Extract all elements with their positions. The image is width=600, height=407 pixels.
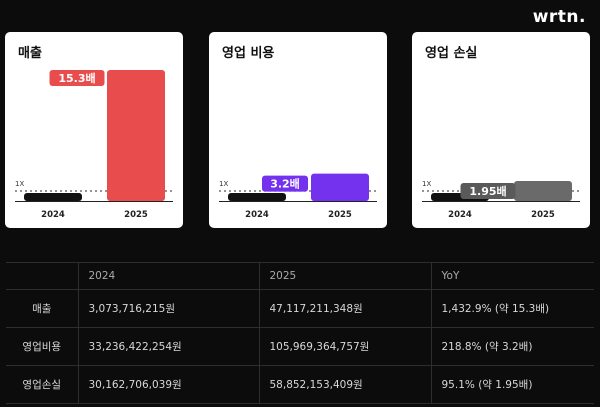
bar-chart: 1X 15.3배 2024 2025 — [15, 70, 175, 220]
baseline-label: 1X — [15, 180, 24, 188]
table-cell: 33,236,422,254원 — [77, 327, 259, 366]
loss-chart-card: 영업 손실 1X 1.95배 2024 2025 — [412, 32, 590, 228]
table-cell: 47,117,211,348원 — [258, 289, 431, 328]
multiplier-label: 15.3배 — [58, 71, 95, 85]
table-cell: 58,852,153,409원 — [258, 365, 431, 404]
multiplier-badge — [49, 70, 105, 86]
bar-2025 — [107, 70, 165, 201]
table-cell: 3,073,716,215원 — [77, 289, 259, 328]
table-cell: 1,432.9% (약 15.3배) — [430, 289, 594, 328]
row-label: 영업비용 — [6, 327, 78, 366]
brand-logo: wrtn. — [532, 7, 586, 27]
multiplier-badge — [262, 175, 308, 192]
table-header: 2025 — [258, 262, 431, 290]
table-cell: 218.8% (약 3.2배) — [430, 327, 594, 366]
opex-chart-card: 영업 비용 1X 3.2배 2024 2025 — [209, 32, 387, 228]
table-cell: 95.1% (약 1.95배) — [430, 365, 594, 404]
chart-title: 매출 — [18, 46, 42, 61]
table-cell: 30,162,706,039원 — [77, 365, 259, 404]
table-row: 영업비용 33,236,422,254원 105,969,364,757원 21… — [6, 327, 594, 366]
table-cell: 105,969,364,757원 — [258, 327, 431, 366]
baseline-label: 1X — [422, 180, 431, 188]
bar-chart: 1X 1.95배 2024 2025 — [422, 180, 582, 220]
bar-2025 — [514, 181, 572, 201]
table-row: 영업손실 30,162,706,039원 58,852,153,409원 95.… — [6, 365, 594, 404]
x-tick-label: 2024 — [448, 210, 472, 220]
chart-title: 영업 손실 — [425, 46, 478, 61]
x-tick-label: 2024 — [245, 210, 269, 220]
table-header: YoY — [430, 262, 594, 290]
table-header-row: 2024 2025 YoY — [6, 262, 594, 290]
baseline-label: 1X — [219, 180, 228, 188]
x-tick-label: 2025 — [531, 210, 555, 220]
table-header: 2024 — [77, 262, 259, 290]
multiplier-badge — [460, 183, 516, 199]
bar-2025 — [311, 173, 369, 201]
x-tick-label: 2025 — [328, 210, 352, 220]
chart-title: 영업 비용 — [222, 46, 275, 61]
row-label: 매출 — [6, 289, 78, 328]
x-tick-label: 2025 — [124, 210, 148, 220]
x-tick-label: 2024 — [41, 210, 65, 220]
multiplier-label: 1.95배 — [469, 184, 506, 198]
financial-table: 2024 2025 YoY 매출 3,073,716,215원 47,117,2… — [6, 262, 594, 404]
bar-2024 — [228, 193, 286, 201]
multiplier-label: 3.2배 — [270, 177, 300, 191]
row-label: 영업손실 — [6, 365, 78, 404]
revenue-chart-card: 매출 1X 15.3배 2024 2025 — [5, 32, 183, 228]
table-row: 매출 3,073,716,215원 47,117,211,348원 1,432.… — [6, 289, 594, 328]
bar-chart: 1X 3.2배 2024 2025 — [219, 173, 379, 220]
table-header — [6, 262, 78, 290]
bar-2024 — [24, 193, 82, 201]
